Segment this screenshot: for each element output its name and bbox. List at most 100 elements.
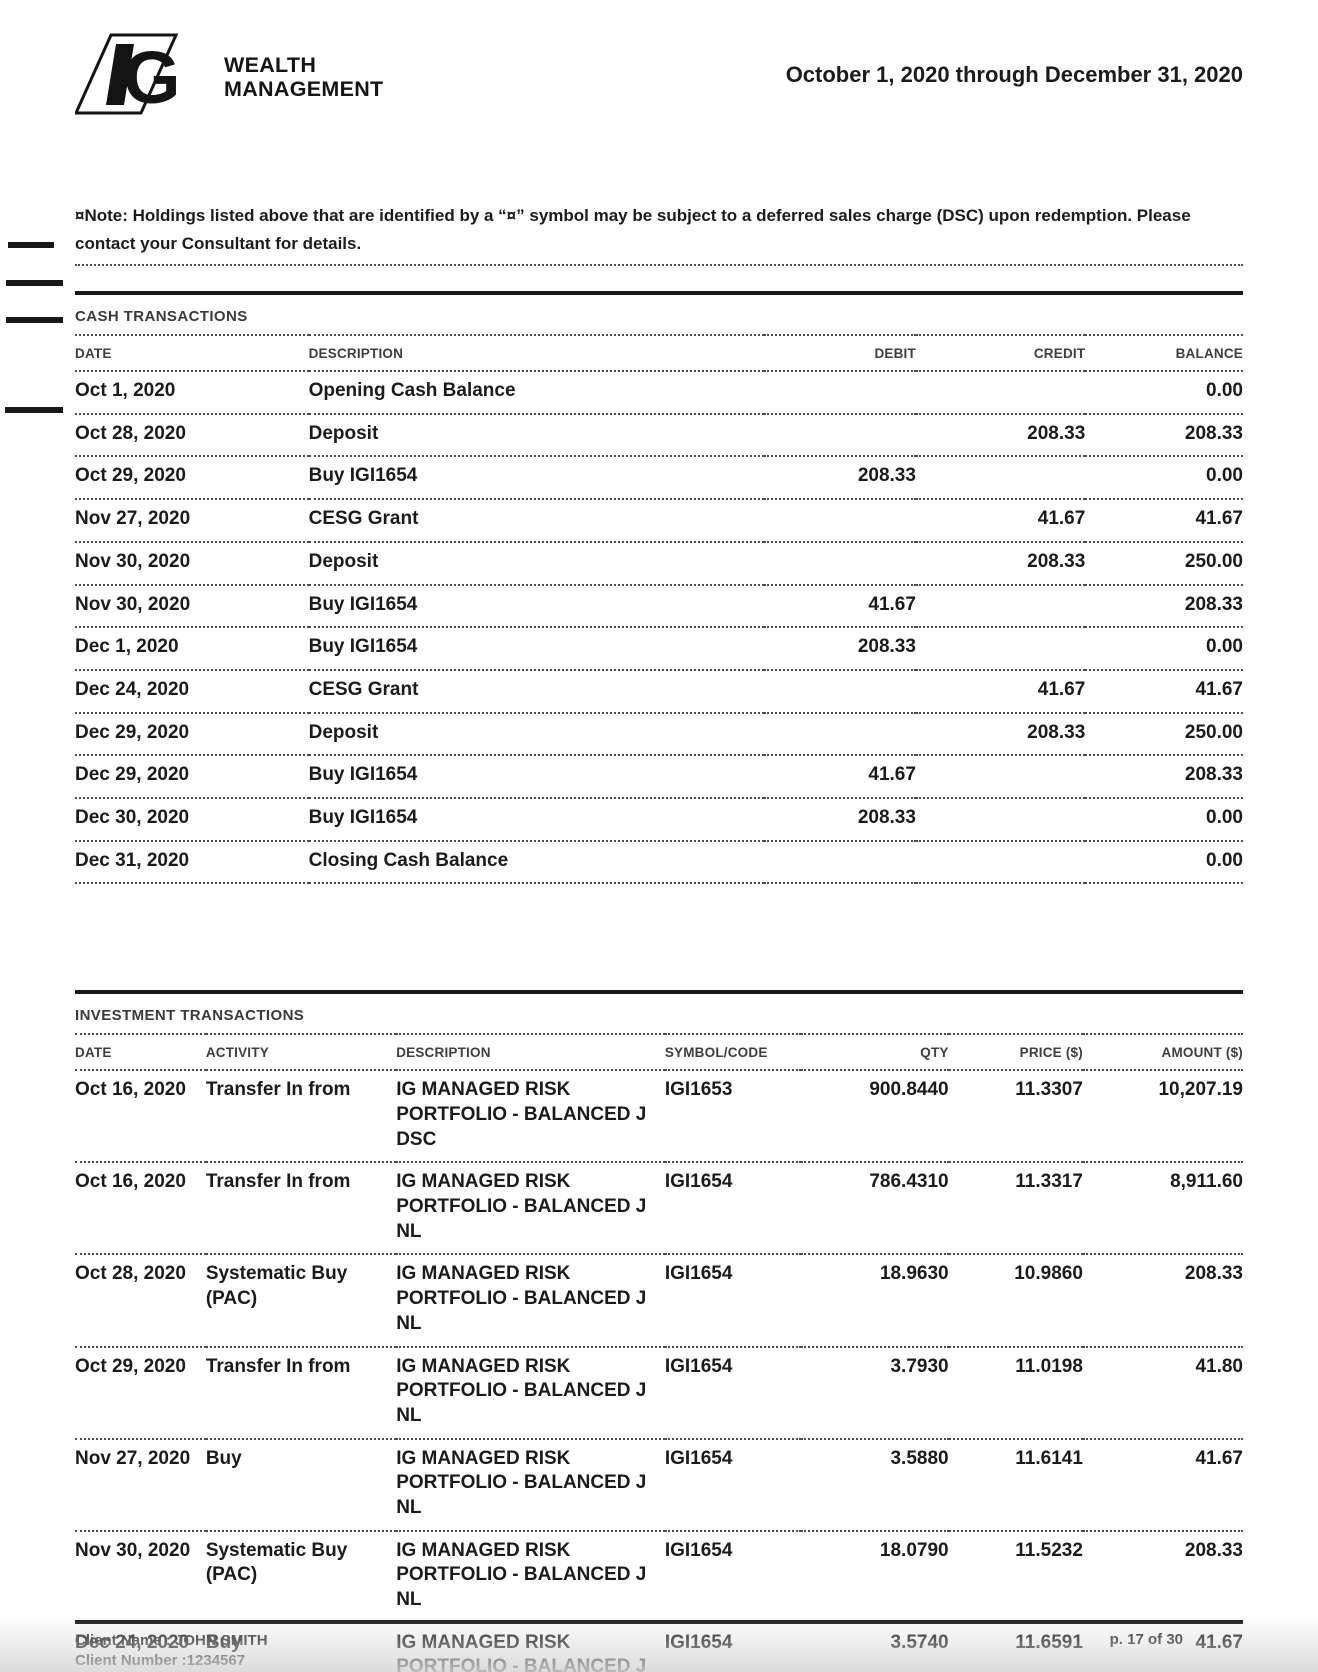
cell-price: 11.3317 <box>948 1162 1083 1256</box>
cell-symbol: IGI1654 <box>664 1438 802 1532</box>
cell-credit <box>915 627 1086 671</box>
client-number: Client Number :1234567 <box>75 1652 246 1670</box>
page-footer: Client Name : JOHN SMITH Client Number :… <box>75 1620 1243 1672</box>
table-row: Dec 30, 2020 Buy IGI1654 208.33 0.00 <box>75 797 1243 842</box>
cell-price: 11.5232 <box>948 1530 1083 1624</box>
cell-description: IG MANAGED RISK PORTFOLIO - BALANCED J N… <box>396 1622 665 1672</box>
registration-mark <box>8 242 54 248</box>
cell-activity: Transfer In from <box>205 1346 397 1440</box>
cell-description: Deposit <box>308 541 765 586</box>
cell-description: CESG Grant <box>308 669 765 714</box>
cell-qty: 18.9630 <box>801 1254 949 1348</box>
cell-credit <box>915 584 1086 629</box>
cell-debit <box>764 413 916 458</box>
cell-qty: 786.4310 <box>801 1162 949 1256</box>
cell-amount: 208.33 <box>1082 1530 1243 1624</box>
cell-qty: 3.7930 <box>801 1346 949 1440</box>
dsc-note: ¤Note: Holdings listed above that are id… <box>75 206 1191 253</box>
cell-symbol: IGI1654 <box>664 1346 802 1440</box>
cell-price: 11.6141 <box>948 1438 1083 1532</box>
cash-transactions-table: DATE DESCRIPTION DEBIT CREDIT BALANCE Oc… <box>75 334 1243 885</box>
table-row: Oct 28, 2020 Systematic Buy (PAC) IG MANAG… <box>75 1254 1243 1348</box>
cell-balance: 41.67 <box>1085 669 1243 714</box>
table-row: Oct 28, 2020 Deposit 208.33 208.33 <box>75 413 1243 458</box>
cell-credit <box>915 755 1086 799</box>
cell-balance: 0.00 <box>1085 797 1243 842</box>
cash-header-row: DATE DESCRIPTION DEBIT CREDIT BALANCE <box>75 334 1243 373</box>
cash-transactions-title: CASH TRANSACTIONS <box>75 308 248 326</box>
cell-date: Nov 27, 2020 <box>75 499 309 543</box>
cell-amount: 41.67 <box>1082 1622 1243 1672</box>
cell-symbol: IGI1654 <box>664 1254 802 1348</box>
column-header-qty: QTY <box>801 1033 949 1072</box>
table-row: Oct 16, 2020 Transfer In from IG MANAGED R… <box>75 1162 1243 1256</box>
cell-description: IG MANAGED RISK PORTFOLIO - BALANCED J N… <box>396 1162 665 1256</box>
table-row: Nov 27, 2020 Buy IG MANAGED RISK PORTFOLIO… <box>75 1438 1243 1532</box>
column-header-activity: ACTIVITY <box>205 1033 397 1072</box>
cell-activity: Transfer In from <box>205 1070 397 1164</box>
ig-logo-icon: G <box>73 33 211 120</box>
investment-transactions-title: INVESTMENT TRANSACTIONS <box>75 1007 305 1025</box>
table-row: Oct 29, 2020 Buy IGI1654 208.33 0.00 <box>75 456 1243 501</box>
registration-mark <box>6 280 63 286</box>
brand-text: WEALTH MANAGEMENT <box>224 52 384 101</box>
cell-date: Nov 30, 2020 <box>75 584 309 629</box>
cell-qty: 3.5880 <box>801 1438 949 1532</box>
table-row: Nov 30, 2020 Buy IGI1654 41.67 208.33 <box>75 584 1243 629</box>
cell-description: Buy IGI1654 <box>308 456 765 501</box>
cell-balance: 250.00 <box>1085 712 1243 757</box>
brand-line2: MANAGEMENT <box>224 76 384 101</box>
column-header-balance: BALANCE <box>1085 334 1243 373</box>
cell-date: Dec 24, 2020 <box>75 669 309 714</box>
cell-balance: 0.00 <box>1085 456 1243 501</box>
cell-date: Nov 30, 2020 <box>75 541 309 586</box>
column-header-symbol-code: SYMBOL/CODE <box>664 1033 802 1072</box>
cell-balance: 250.00 <box>1085 541 1243 586</box>
cell-description: Deposit <box>308 413 765 458</box>
cell-credit: 208.33 <box>915 413 1086 458</box>
cell-credit <box>915 797 1086 842</box>
cell-amount: 41.80 <box>1082 1346 1243 1440</box>
cell-description: Buy IGI1654 <box>308 627 765 671</box>
cell-credit <box>915 371 1086 415</box>
cell-debit: 41.67 <box>764 755 916 799</box>
cell-description: IG MANAGED RISK PORTFOLIO - BALANCED J N… <box>396 1530 665 1624</box>
cell-symbol: IGI1653 <box>664 1070 802 1164</box>
column-header-description: DESCRIPTION <box>396 1033 665 1072</box>
cell-symbol: IGI1654 <box>664 1530 802 1624</box>
svg-text:G: G <box>123 36 181 115</box>
cell-description: IG MANAGED RISK PORTFOLIO - BALANCED J N… <box>396 1346 665 1440</box>
column-header-price: PRICE ($) <box>948 1033 1083 1072</box>
cell-debit <box>764 669 916 714</box>
cell-debit <box>764 541 916 586</box>
cell-date: Oct 16, 2020 <box>75 1070 206 1164</box>
cell-debit <box>764 712 916 757</box>
column-header-credit: CREDIT <box>915 334 1086 373</box>
cash-transactions-section: CASH TRANSACTIONS DATE DESCRIPTION DEBIT… <box>75 291 1243 885</box>
cell-date: Oct 29, 2020 <box>75 1346 206 1440</box>
column-header-description: DESCRIPTION <box>308 334 765 373</box>
cell-qty: 18.0790 <box>801 1530 949 1624</box>
cell-description: IG MANAGED RISK PORTFOLIO - BALANCED J D… <box>396 1070 665 1164</box>
cell-debit: 208.33 <box>764 797 916 842</box>
cell-balance: 208.33 <box>1085 755 1243 799</box>
cell-activity: Buy <box>205 1622 397 1672</box>
table-row: Nov 30, 2020 Deposit 208.33 250.00 <box>75 541 1243 586</box>
column-header-date: DATE <box>75 1033 206 1072</box>
table-row: Dec 1, 2020 Buy IGI1654 208.33 0.00 <box>75 627 1243 671</box>
table-row: Oct 1, 2020 Opening Cash Balance 0.00 <box>75 371 1243 415</box>
cell-debit: 208.33 <box>764 627 916 671</box>
cell-balance: 0.00 <box>1085 627 1243 671</box>
cell-debit <box>764 499 916 543</box>
masthead: G WEALTH MANAGEMENT October 1, 2020 thro… <box>73 0 1243 120</box>
client-name: Client Name : JOHN SMITH <box>75 1632 268 1649</box>
cell-description: Buy IGI1654 <box>308 797 765 842</box>
cell-debit: 41.67 <box>764 584 916 629</box>
cell-credit <box>915 456 1086 501</box>
cell-symbol: IGI1654 <box>664 1162 802 1256</box>
cell-balance: 0.00 <box>1085 371 1243 415</box>
cell-description: IG MANAGED RISK PORTFOLIO - BALANCED J N… <box>396 1254 665 1348</box>
cell-balance: 41.67 <box>1085 499 1243 543</box>
table-row: Dec 24, 2020 Buy IG MANAGED RISK PORTFOLIO… <box>75 1622 1243 1672</box>
registration-mark <box>5 407 63 413</box>
